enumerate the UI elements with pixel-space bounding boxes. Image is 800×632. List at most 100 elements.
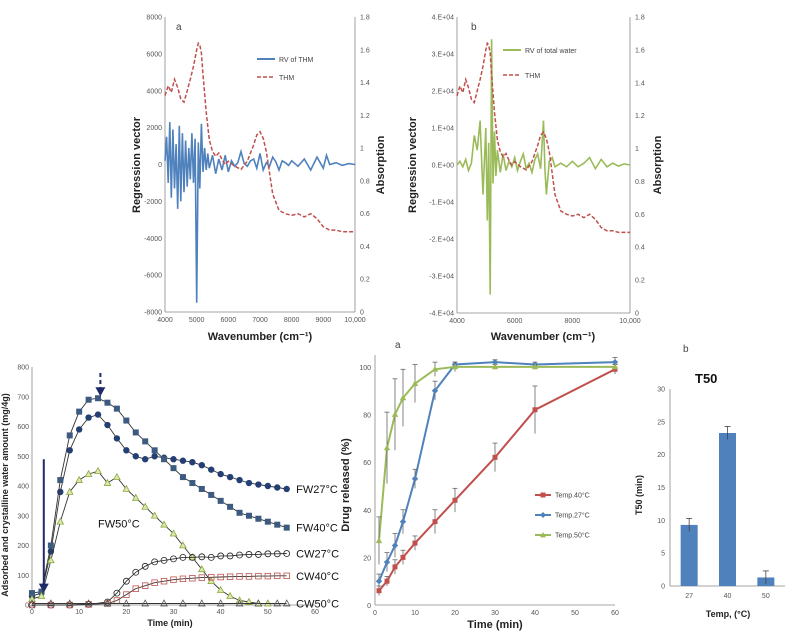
x-tick-label: 7000: [252, 317, 268, 324]
y-tick-label: 0: [25, 603, 29, 610]
data-point: [217, 573, 224, 581]
data-point: [226, 573, 234, 580]
y2-tick-label: 0.6: [635, 212, 645, 219]
y2-tick-label: 0.4: [635, 245, 645, 252]
data-point: [236, 551, 243, 559]
data-point: [217, 552, 225, 560]
data-point: [216, 585, 225, 593]
legend-label: Temp.40°C: [555, 492, 590, 500]
x-axis-title: Wavenumber (cm⁻¹): [491, 331, 596, 343]
data-point: [94, 466, 102, 474]
x-tick-label: 8000: [284, 317, 300, 324]
data-point: [66, 432, 73, 439]
data-point: [76, 408, 83, 415]
data-point: [375, 577, 383, 585]
chart-title: T50: [695, 371, 717, 386]
data-point: [375, 537, 383, 544]
series-line-rv-of-thm: [164, 122, 356, 303]
data-point: [29, 590, 35, 597]
data-point: [170, 576, 177, 583]
y-axis-title: Drug released (%): [340, 438, 352, 532]
y-axis-title: Regression vector: [131, 116, 143, 213]
y-tick-label: 800: [17, 365, 29, 372]
data-point: [179, 599, 187, 607]
series-label-fw40-c: FW40°C: [296, 523, 338, 535]
y-tick-label: -1.E+04: [429, 200, 454, 207]
panel-letter: b: [471, 22, 477, 33]
legend: Temp.40°C Temp.27°C Temp.50°C: [535, 492, 590, 540]
data-point: [142, 456, 149, 463]
y2-tick-label: 1: [635, 146, 639, 153]
data-point: [264, 518, 271, 525]
y-tick-label: 400: [17, 484, 29, 491]
y2-tick-label: 1.4: [360, 80, 370, 87]
data-point: [411, 475, 419, 483]
y-tick-label: 1.E+04: [432, 126, 454, 133]
data-point: [169, 529, 178, 537]
data-point: [236, 573, 243, 580]
x-tick-label: 20: [122, 609, 130, 616]
series-line-temp-40-c: [378, 368, 616, 592]
x-tick-label: 10: [75, 609, 83, 616]
data-point: [235, 599, 244, 607]
data-point: [151, 579, 158, 586]
data-point: [255, 481, 262, 488]
data-point: [392, 564, 398, 570]
y-tick-label: 40: [363, 508, 371, 515]
x-tick-label: 6000: [507, 318, 523, 325]
data-point: [113, 472, 121, 480]
data-point: [245, 573, 253, 580]
x-tick-label: 50: [762, 593, 770, 600]
data-point: [189, 459, 196, 466]
legend-marker: [540, 492, 546, 498]
y-tick-label: 10: [657, 518, 665, 525]
y-tick-label: 500: [17, 454, 29, 461]
legend-label: Temp.50°C: [555, 532, 590, 540]
y-tick-label: 80: [363, 413, 371, 420]
data-point: [273, 599, 282, 607]
data-point: [611, 363, 619, 370]
data-point: [217, 497, 224, 504]
data-point: [65, 487, 74, 495]
data-point: [94, 411, 102, 418]
data-point: [113, 405, 120, 412]
x-tick-label: 20: [451, 610, 459, 617]
x-tick-label: 50: [571, 610, 579, 617]
data-point: [274, 572, 281, 580]
data-point: [198, 574, 205, 581]
y2-axis-title: Absorption: [375, 135, 387, 194]
data-point: [198, 485, 205, 492]
data-point: [65, 599, 74, 607]
data-point: [123, 447, 130, 454]
data-point: [141, 582, 149, 589]
data-point: [170, 456, 177, 463]
data-point: [208, 491, 215, 498]
y-tick-label: 15: [657, 485, 665, 492]
data-point: [179, 541, 187, 549]
series-line-thm: [164, 41, 355, 233]
data-point: [532, 407, 538, 413]
data-point: [245, 512, 252, 519]
data-point: [611, 358, 619, 366]
data-point: [491, 363, 499, 370]
data-point: [492, 454, 498, 460]
data-point: [254, 551, 262, 558]
series-line-temp-50-c: [378, 365, 615, 541]
data-point: [132, 429, 139, 436]
series-label-cw50-c: CW50°C: [296, 599, 339, 611]
data-point: [227, 503, 234, 510]
x-tick-label: 60: [311, 609, 319, 616]
y-tick-label: 600: [17, 424, 29, 431]
data-point: [197, 565, 206, 573]
x-tick-label: 6000: [221, 317, 237, 324]
y-tick-label: 2.E+04: [432, 89, 454, 96]
legend: RV of THM THM: [257, 57, 314, 82]
data-point: [47, 542, 54, 549]
series-line-temp-27-c: [378, 361, 616, 582]
data-point: [141, 599, 150, 607]
data-point: [170, 465, 177, 472]
data-point: [46, 599, 55, 607]
data-point: [160, 520, 168, 528]
chart-top-a-svg: -8000 -6000 -4000 -2000 0 2000 4000 6000 8000 0 0…: [131, 15, 387, 344]
data-point: [282, 599, 291, 607]
